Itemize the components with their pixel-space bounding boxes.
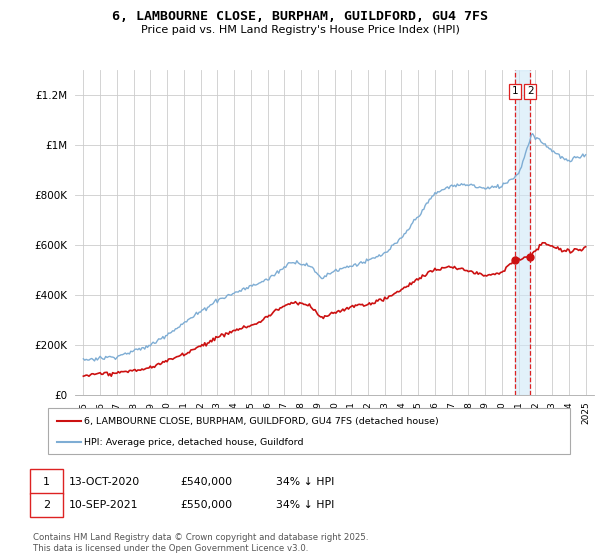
Text: 1: 1 — [43, 477, 50, 487]
Text: 2: 2 — [43, 500, 50, 510]
Text: 13-OCT-2020: 13-OCT-2020 — [69, 477, 140, 487]
Text: Price paid vs. HM Land Registry's House Price Index (HPI): Price paid vs. HM Land Registry's House … — [140, 25, 460, 35]
Text: 2: 2 — [527, 86, 533, 96]
Text: 34% ↓ HPI: 34% ↓ HPI — [276, 477, 334, 487]
Text: Contains HM Land Registry data © Crown copyright and database right 2025.
This d: Contains HM Land Registry data © Crown c… — [33, 533, 368, 553]
Text: 10-SEP-2021: 10-SEP-2021 — [69, 500, 139, 510]
Text: 34% ↓ HPI: 34% ↓ HPI — [276, 500, 334, 510]
Text: £540,000: £540,000 — [180, 477, 232, 487]
Bar — [515, 70, 530, 395]
Text: 6, LAMBOURNE CLOSE, BURPHAM, GUILDFORD, GU4 7FS: 6, LAMBOURNE CLOSE, BURPHAM, GUILDFORD, … — [112, 10, 488, 22]
Text: HPI: Average price, detached house, Guildford: HPI: Average price, detached house, Guil… — [84, 437, 304, 447]
Text: 6, LAMBOURNE CLOSE, BURPHAM, GUILDFORD, GU4 7FS (detached house): 6, LAMBOURNE CLOSE, BURPHAM, GUILDFORD, … — [84, 417, 439, 426]
Text: 1: 1 — [512, 86, 518, 96]
Text: £550,000: £550,000 — [180, 500, 232, 510]
